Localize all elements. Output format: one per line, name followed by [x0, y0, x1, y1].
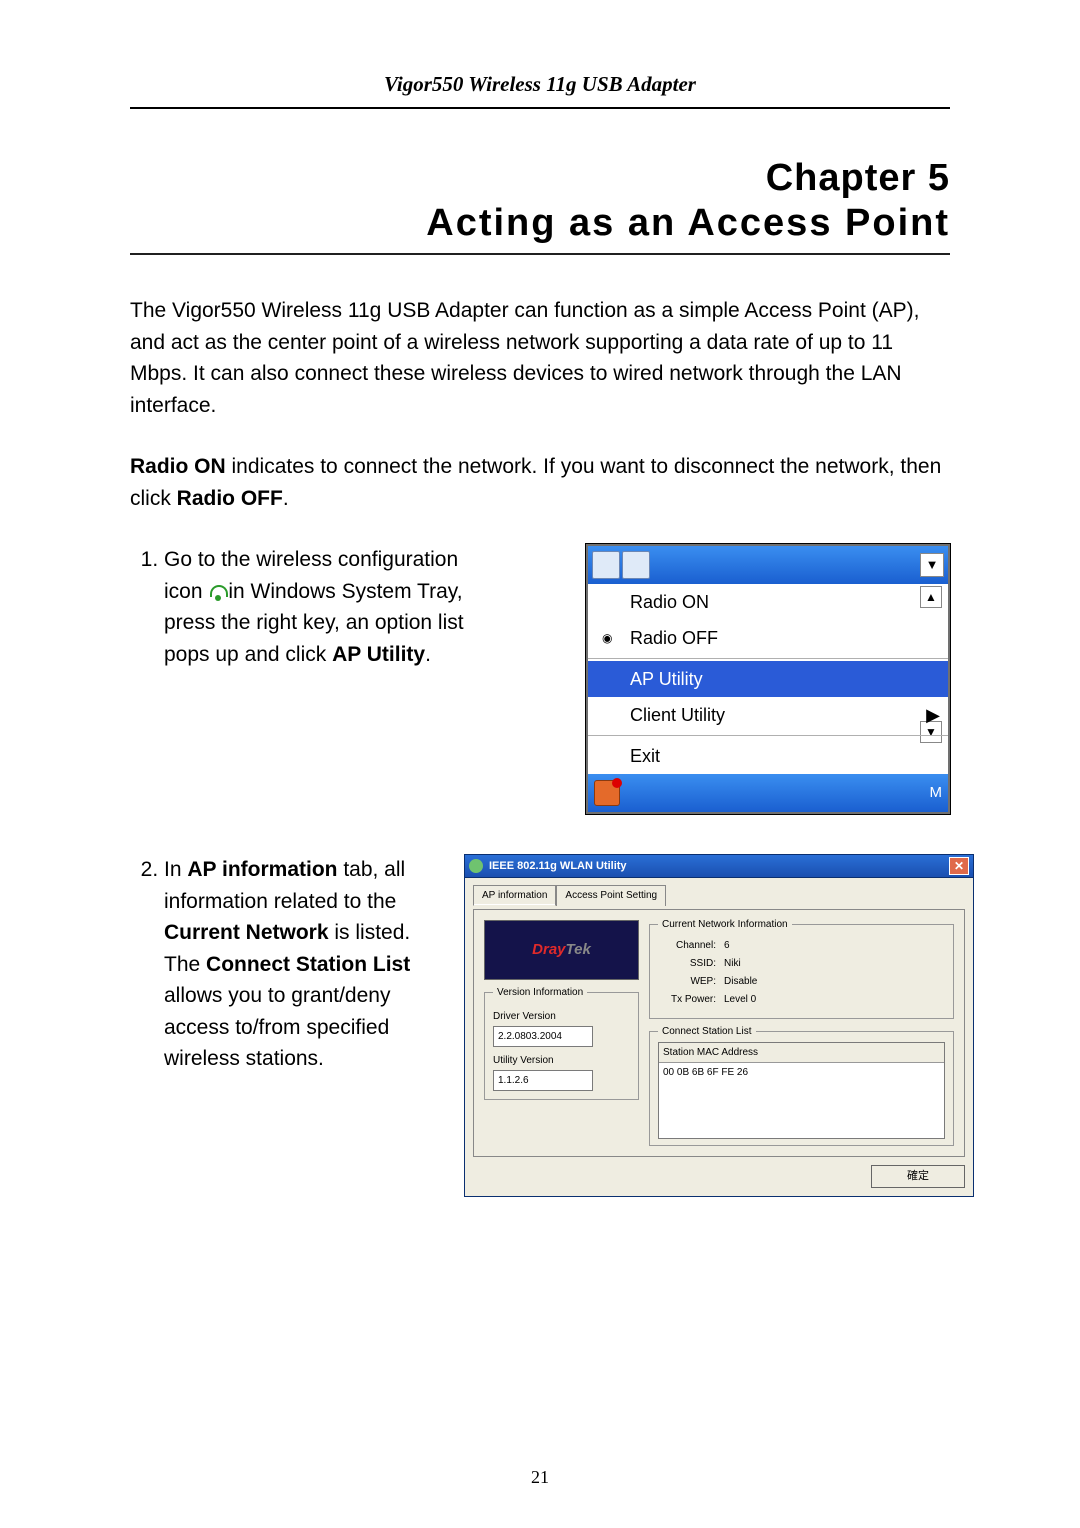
- tab-strip: AP information Access Point Setting: [473, 884, 965, 905]
- tab-access-point-setting[interactable]: Access Point Setting: [556, 885, 666, 906]
- dialog-titlebar: IEEE 802.11g WLAN Utility ✕: [464, 854, 974, 877]
- menu-separator: [588, 735, 948, 736]
- radio-dot-icon: ◉: [602, 629, 612, 647]
- context-menu: Radio ON ▲ ◉ Radio OFF AP Utility ▼: [588, 584, 948, 774]
- scroll-up-icon[interactable]: ▲: [920, 586, 942, 608]
- version-info-group: Version Information Driver Version 2.2.0…: [484, 992, 639, 1100]
- driver-version-label: Driver Version: [493, 1009, 630, 1024]
- utility-version-value: 1.1.2.6: [493, 1070, 593, 1091]
- tray-expand-down-icon[interactable]: ▼: [920, 553, 944, 577]
- s2a: In: [164, 858, 187, 881]
- ok-button[interactable]: 確定: [871, 1165, 965, 1188]
- logo-part-a: Dray: [532, 939, 565, 962]
- menu-radio-off[interactable]: ◉ Radio OFF: [588, 620, 948, 656]
- s1d: .: [425, 643, 431, 666]
- channel-label: Channel:: [658, 938, 716, 953]
- logo-part-b: Tek: [566, 939, 591, 962]
- intro-paragraph-1: The Vigor550 Wireless 11g USB Adapter ca…: [130, 295, 950, 421]
- utility-version-label: Utility Version: [493, 1053, 630, 1068]
- driver-version-value: 2.2.0803.2004: [493, 1026, 593, 1047]
- mac-address-list[interactable]: Station MAC Address 00 0B 6B 6F FE 26: [658, 1042, 945, 1139]
- step-2-text: In AP information tab, all information r…: [164, 854, 434, 1075]
- connect-station-group: Connect Station List Station MAC Address…: [649, 1031, 954, 1146]
- s2g: allows you to grant/deny access to/from …: [164, 984, 390, 1070]
- current-network-legend: Current Network Information: [658, 917, 792, 932]
- submenu-arrow-icon: ▶: [926, 702, 940, 729]
- page-number: 21: [0, 1467, 1080, 1488]
- vendor-logo: DrayTek: [484, 920, 639, 980]
- figure-wlan-utility-dialog: IEEE 802.11g WLAN Utility ✕ AP informati…: [464, 854, 974, 1197]
- menu-radio-on-label: Radio ON: [630, 589, 709, 616]
- current-network-group: Current Network Information Channel:6 SS…: [649, 924, 954, 1019]
- radio-on-label: Radio ON: [130, 455, 226, 478]
- menu-client-utility-label: Client Utility: [630, 702, 725, 729]
- chapter-title: Acting as an Access Point: [130, 202, 950, 245]
- intro-2d: .: [283, 487, 289, 510]
- tab-ap-information[interactable]: AP information: [473, 885, 556, 906]
- s2b: AP information: [187, 858, 337, 881]
- connect-station-legend: Connect Station List: [658, 1024, 756, 1039]
- s1c: AP Utility: [332, 643, 425, 666]
- step-1-text: Go to the wireless configuration icon in…: [164, 544, 464, 670]
- menu-exit[interactable]: Exit: [588, 738, 948, 774]
- menu-ap-utility[interactable]: AP Utility ▼: [588, 661, 948, 697]
- radio-off-label: Radio OFF: [177, 487, 283, 510]
- version-info-legend: Version Information: [493, 985, 587, 1000]
- mac-list-header: Station MAC Address: [659, 1043, 944, 1063]
- menu-radio-on[interactable]: Radio ON ▲: [588, 584, 948, 620]
- menu-exit-label: Exit: [630, 743, 660, 770]
- taskbar-clock-suffix: M: [930, 782, 943, 805]
- app-icon: [469, 859, 483, 873]
- close-button[interactable]: ✕: [949, 857, 969, 875]
- menu-ap-utility-label: AP Utility: [630, 666, 703, 693]
- tray-top-bar: ▼: [588, 546, 948, 584]
- step-2: In AP information tab, all information r…: [164, 854, 950, 1197]
- wep-value: Disable: [724, 974, 757, 989]
- mac-list-row[interactable]: 00 0B 6B 6F FE 26: [659, 1063, 944, 1082]
- intro-paragraph-2: Radio ON indicates to connect the networ…: [130, 451, 950, 514]
- header-rule: [130, 107, 950, 109]
- s2f: Connect Station List: [206, 953, 410, 976]
- menu-separator: [588, 658, 948, 659]
- s2d: Current Network: [164, 921, 329, 944]
- menu-client-utility[interactable]: Client Utility ▶: [588, 697, 948, 733]
- txpower-value: Level 0: [724, 992, 756, 1007]
- chapter-rule: [130, 253, 950, 255]
- chapter-label: Chapter 5: [130, 157, 950, 200]
- dialog-title: IEEE 802.11g WLAN Utility: [489, 858, 627, 875]
- step-1: Go to the wireless configuration icon in…: [164, 544, 950, 814]
- taskbar-app-icon[interactable]: [594, 780, 620, 806]
- tray-window-icon: [622, 551, 650, 579]
- tray-window-icon: [592, 551, 620, 579]
- channel-value: 6: [724, 938, 730, 953]
- wifi-tray-icon: [208, 585, 228, 601]
- taskbar: M: [588, 774, 948, 812]
- tab-page: DrayTek Version Information Driver Versi…: [473, 909, 965, 1157]
- wep-label: WEP:: [658, 974, 716, 989]
- ssid-label: SSID:: [658, 956, 716, 971]
- menu-radio-off-label: Radio OFF: [630, 625, 718, 652]
- ssid-value: Niki: [724, 956, 741, 971]
- running-head: Vigor550 Wireless 11g USB Adapter: [130, 72, 950, 97]
- txpower-label: Tx Power:: [658, 992, 716, 1007]
- figure-tray-menu: ▼ Radio ON ▲ ◉ Radio OFF: [586, 544, 950, 814]
